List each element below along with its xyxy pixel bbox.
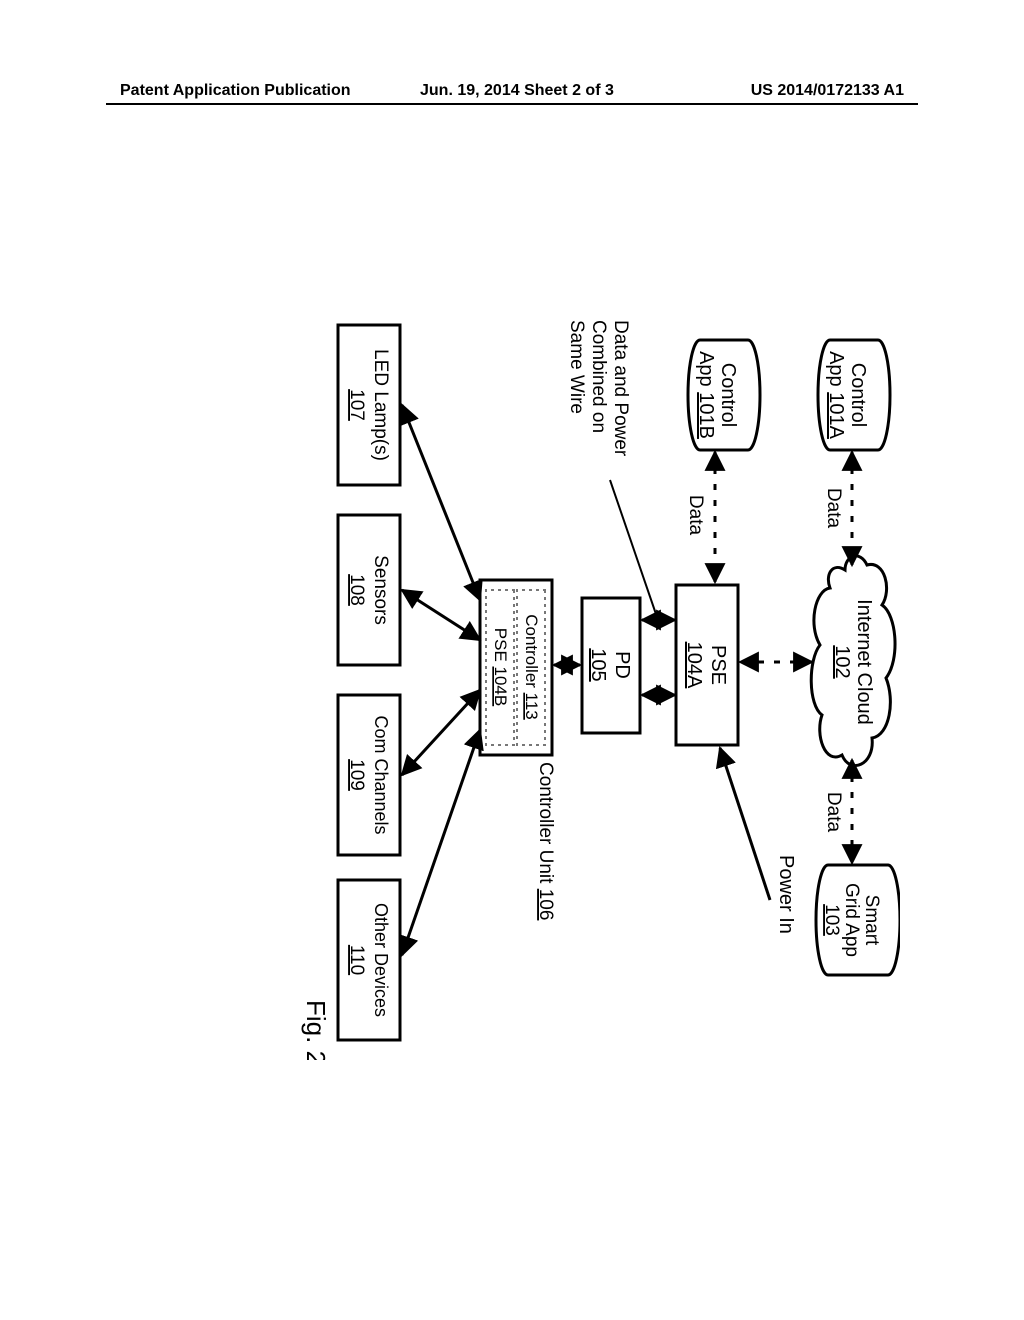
figure-2: Control App 101A Internet Cloud 102 Smar…	[140, 300, 900, 900]
svg-text:Smart: Smart	[861, 895, 882, 946]
svg-text:PD: PD	[611, 651, 633, 679]
hdr-left: Patent Application Publication	[120, 82, 351, 100]
svg-text:Power In: Power In	[775, 855, 797, 934]
svg-text:Control: Control	[717, 363, 739, 427]
svg-text:PSE 104B: PSE 104B	[491, 628, 510, 706]
node-pd: PD 105	[582, 598, 640, 733]
svg-text:Sensors: Sensors	[370, 555, 391, 625]
svg-text:Controller Unit 106: Controller Unit 106	[535, 762, 556, 920]
hdr-right: US 2014/0172133 A1	[751, 82, 904, 100]
svg-text:Data: Data	[823, 488, 844, 529]
header-rule	[106, 103, 918, 105]
svg-text:Combined on: Combined on	[588, 320, 609, 433]
node-smart-grid-app: Smart Grid App 103	[816, 865, 900, 975]
svg-text:Other Devices: Other Devices	[371, 903, 391, 1017]
svg-text:Grid App: Grid App	[841, 883, 862, 957]
svg-text:Data: Data	[685, 495, 706, 536]
node-com-channels: Com Channels 109	[338, 695, 400, 855]
node-internet-cloud: Internet Cloud 102	[811, 556, 895, 766]
figure-label: Fig. 2	[301, 1000, 331, 1060]
node-control-app-a: Control App 101A	[818, 340, 890, 450]
edges-controller-devices	[402, 405, 480, 955]
svg-text:Com Channels: Com Channels	[371, 715, 391, 834]
node-led-lamps: LED Lamp(s) 107	[338, 325, 400, 485]
node-control-app-b: Control App 101B	[688, 340, 760, 450]
svg-text:102: 102	[831, 645, 853, 678]
svg-text:Data and Power: Data and Power	[610, 320, 631, 457]
svg-text:104A: 104A	[683, 642, 705, 689]
svg-text:App 101A: App 101A	[825, 351, 847, 440]
svg-text:Data: Data	[823, 792, 844, 833]
svg-text:103: 103	[821, 904, 842, 936]
edge-controlB-pse: Data	[685, 452, 715, 582]
svg-text:109: 109	[346, 759, 367, 791]
svg-text:Control: Control	[847, 363, 869, 427]
svg-text:110: 110	[346, 945, 367, 975]
svg-text:Internet Cloud: Internet Cloud	[853, 599, 875, 725]
svg-text:108: 108	[346, 574, 367, 606]
node-sensors: Sensors 108	[338, 515, 400, 665]
svg-text:Same Wire: Same Wire	[566, 320, 587, 414]
label-combined: Data and Power Combined on Same Wire	[566, 320, 631, 457]
edge-power-in: Power In	[720, 748, 797, 934]
svg-text:App 101B: App 101B	[695, 351, 717, 439]
svg-text:Controller 113: Controller 113	[522, 614, 541, 720]
edge-cloud-smartgrid: Data	[823, 760, 852, 863]
node-pse: PSE 104A	[676, 585, 738, 745]
svg-text:PSE: PSE	[707, 645, 729, 685]
hdr-mid: Jun. 19, 2014 Sheet 2 of 3	[420, 82, 614, 100]
node-controller-unit: Controller Unit 106 Controller 113 PSE 1…	[480, 580, 556, 920]
svg-text:107: 107	[346, 389, 367, 421]
svg-text:LED Lamp(s): LED Lamp(s)	[370, 349, 391, 461]
node-other-devices: Other Devices 110	[338, 880, 400, 1040]
svg-text:105: 105	[587, 648, 609, 681]
edge-controlA-cloud: Data	[823, 452, 852, 565]
